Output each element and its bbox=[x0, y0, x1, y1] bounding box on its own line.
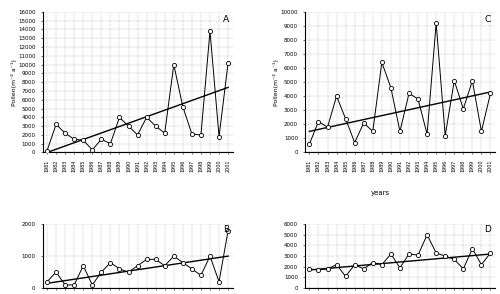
Text: C: C bbox=[485, 15, 491, 24]
Text: B: B bbox=[222, 225, 229, 234]
Text: A: A bbox=[222, 15, 229, 24]
Y-axis label: Pollen(m⁻² a⁻¹): Pollen(m⁻² a⁻¹) bbox=[273, 59, 279, 106]
Text: D: D bbox=[484, 225, 491, 234]
Text: years: years bbox=[370, 190, 390, 196]
Y-axis label: Pollen(m⁻² a⁻¹): Pollen(m⁻² a⁻¹) bbox=[10, 59, 16, 106]
